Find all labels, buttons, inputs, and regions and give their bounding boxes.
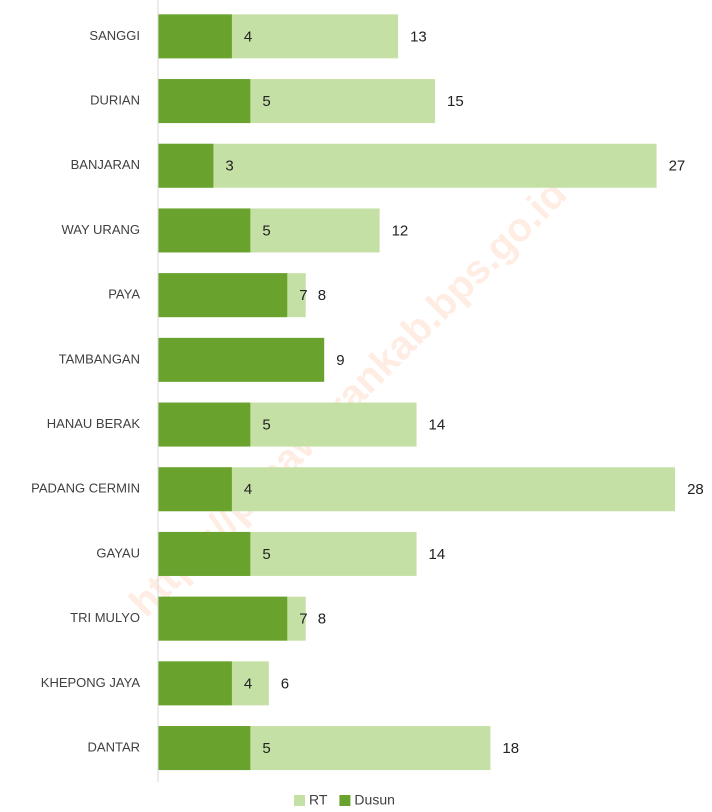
data-label: 9 — [336, 352, 344, 369]
data-label: 14 — [429, 417, 446, 434]
bar — [158, 208, 251, 253]
data-label: 4 — [244, 28, 252, 45]
bar — [158, 143, 214, 188]
y-tick-label: BANJARAN — [71, 157, 140, 172]
data-label: 5 — [262, 546, 270, 563]
y-tick-label: TRI MULYO — [70, 610, 140, 625]
data-label: 5 — [262, 93, 270, 110]
data-label: 3 — [225, 158, 233, 175]
legend-label: RT — [309, 792, 328, 808]
bar — [158, 402, 251, 447]
y-tick-label: PAYA — [108, 287, 140, 302]
y-tick-label: WAY URANG — [62, 222, 141, 237]
y-tick-label: KHEPONG JAYA — [41, 675, 141, 690]
data-label: 28 — [687, 481, 704, 498]
y-tick-label: SANGGI — [89, 28, 140, 43]
y-tick-label: GAYAU — [96, 545, 140, 560]
data-label: 7 — [299, 611, 307, 628]
data-label: 7 — [299, 287, 307, 304]
bar — [158, 273, 288, 318]
legend-swatch — [294, 795, 305, 806]
y-tick-label: HANAU BERAK — [47, 416, 141, 431]
bar — [158, 467, 676, 512]
data-label: 15 — [447, 93, 464, 110]
y-tick-label: TAMBANGAN — [59, 351, 140, 366]
data-label: 4 — [244, 675, 252, 692]
data-label: 8 — [318, 287, 326, 304]
data-label: 5 — [262, 417, 270, 434]
data-label: 18 — [502, 740, 519, 757]
data-label: 5 — [262, 740, 270, 757]
bar — [158, 726, 251, 771]
data-label: 6 — [281, 675, 289, 692]
y-tick-label: DURIAN — [90, 92, 140, 107]
bar — [158, 661, 232, 706]
bar — [158, 467, 232, 512]
data-label: 4 — [244, 481, 252, 498]
data-label: 13 — [410, 28, 427, 45]
bar — [158, 79, 251, 124]
data-label: 8 — [318, 611, 326, 628]
y-tick-label: DANTAR — [88, 739, 140, 754]
bar — [158, 596, 288, 641]
data-label: 14 — [429, 546, 446, 563]
y-tick-label: PADANG CERMIN — [31, 481, 140, 496]
data-label: 5 — [262, 222, 270, 239]
data-label: 27 — [669, 158, 686, 175]
legend-swatch — [339, 795, 351, 806]
data-label: 12 — [392, 222, 409, 239]
bar — [158, 14, 232, 59]
bar — [158, 143, 657, 188]
bar — [158, 531, 251, 576]
bar — [158, 337, 325, 382]
legend-label: Dusun — [354, 792, 394, 808]
